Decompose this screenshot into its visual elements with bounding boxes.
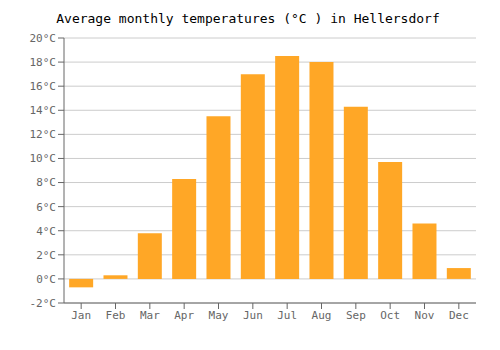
- svg-text:Jul: Jul: [277, 309, 297, 322]
- svg-text:Nov: Nov: [415, 309, 435, 322]
- svg-text:Feb: Feb: [106, 309, 126, 322]
- svg-text:Aug: Aug: [312, 309, 332, 322]
- svg-text:Sep: Sep: [346, 309, 366, 322]
- svg-text:6°C: 6°C: [36, 201, 56, 214]
- svg-text:Mar: Mar: [140, 309, 160, 322]
- svg-text:0°C: 0°C: [36, 273, 56, 286]
- svg-text:Oct: Oct: [380, 309, 400, 322]
- svg-text:20°C: 20°C: [30, 32, 57, 45]
- svg-text:10°C: 10°C: [30, 152, 57, 165]
- svg-text:4°C: 4°C: [36, 225, 56, 238]
- html-text:Average monthly temperatures (: Average monthly temperatures (°C ) in He…: [56, 11, 440, 26]
- svg-text:2°C: 2°C: [36, 249, 56, 262]
- svg-text:Jun: Jun: [243, 309, 263, 322]
- svg-text:8°C: 8°C: [36, 176, 56, 189]
- svg-text:Jan: Jan: [71, 309, 91, 322]
- svg-text:16°C: 16°C: [30, 80, 57, 93]
- svg-text:-2°C: -2°C: [30, 297, 57, 310]
- svg-text:18°C: 18°C: [30, 56, 57, 69]
- svg-text:14°C: 14°C: [30, 104, 57, 117]
- svg-text:Dec: Dec: [449, 309, 469, 322]
- svg-text:Apr: Apr: [174, 309, 194, 322]
- svg-text:May: May: [209, 309, 229, 322]
- svg-text:12°C: 12°C: [30, 128, 57, 141]
